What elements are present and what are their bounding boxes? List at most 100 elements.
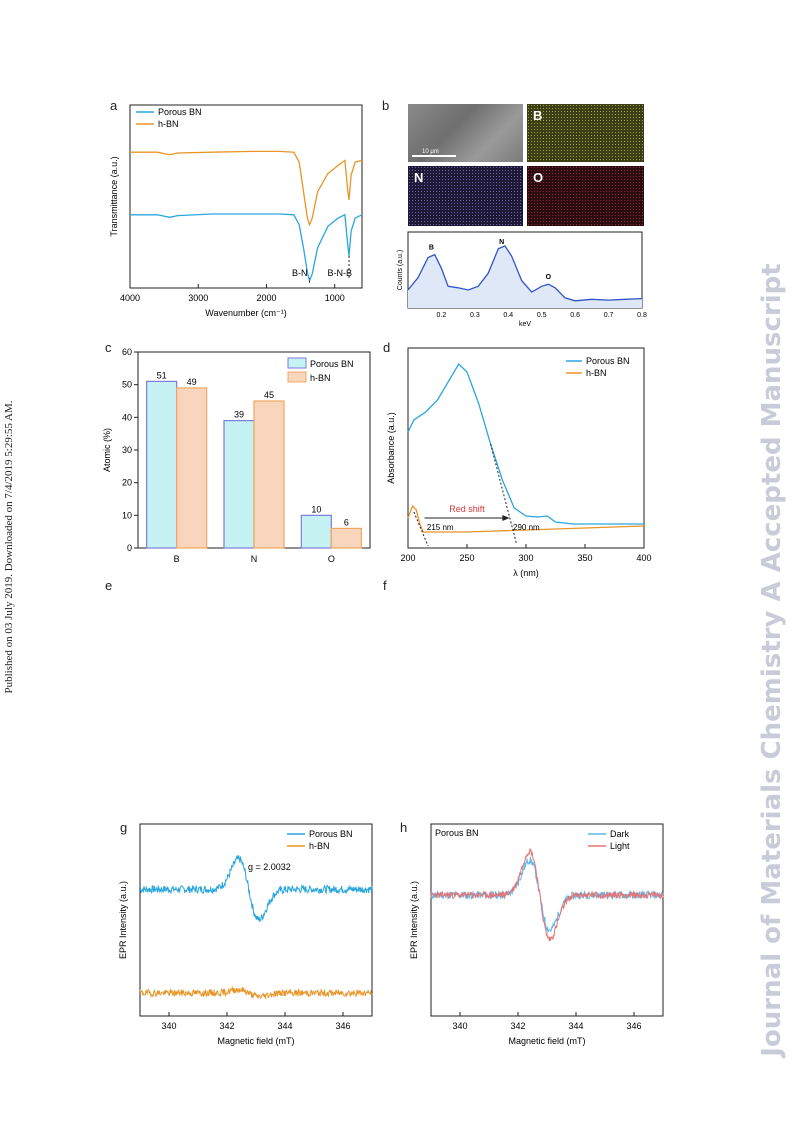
x-tick-label: 300: [518, 553, 533, 563]
atomic-bar-chart: 0 10 20 30 40 50 60 Atomic (%) B 51 49 N 39 45 O 10 6 Por…: [102, 347, 371, 564]
epr-chart-h: 340 342 344 346 Magnetic field (mT) EPR Inten…: [409, 823, 664, 1046]
tangent-porous: [490, 443, 518, 545]
sem-image: 10 μm: [408, 104, 523, 162]
data-label: 10: [311, 504, 321, 514]
legend-label: Dark: [610, 829, 630, 839]
y-tick-label: 40: [122, 412, 132, 422]
panel-letter-f: f: [383, 578, 387, 593]
map-oxygen: O: [527, 166, 644, 226]
legend-label: Porous BN: [309, 829, 353, 839]
arrow-head: [502, 515, 510, 521]
panel-letter-b: b: [382, 98, 390, 113]
data-label: 45: [264, 390, 274, 400]
y-axis-label: Transmittance (a.u.): [109, 156, 119, 236]
series-line-porous: [407, 362, 644, 525]
panel-letter-g: g: [120, 820, 128, 835]
publication-note: Published on 03 July 2019. Downloaded on…: [3, 400, 15, 694]
y-tick-label: 50: [122, 380, 132, 390]
peak-label: O: [546, 274, 552, 281]
legend-swatch: [287, 371, 307, 383]
series-line-porous: [130, 213, 363, 283]
y-tick-label: 20: [122, 478, 132, 488]
y-tick-label: 60: [122, 347, 132, 357]
x-tick-label: 1000: [325, 293, 345, 303]
series-line-0: [430, 856, 664, 934]
panel-letter-d: d: [383, 340, 391, 355]
legend-label: Porous BN: [586, 356, 630, 366]
panel-letter-a: a: [110, 98, 118, 113]
legend-swatch: [287, 357, 307, 369]
x-tick-label: 340: [452, 1021, 467, 1031]
x-tick-label: N: [251, 554, 258, 564]
data-label: 49: [187, 377, 197, 387]
y-axis-label: Atomic (%): [102, 428, 112, 472]
panel-letter-e: e: [105, 578, 113, 593]
x-tick-label: 4000: [120, 293, 140, 303]
series-line-1: [430, 848, 664, 942]
red-shift-label: Red shift: [449, 504, 485, 514]
spectrum-line: [407, 245, 643, 302]
x-tick-label: 0.7: [604, 312, 614, 319]
legend-label: h-BN: [310, 373, 331, 383]
x-tick-label: 2000: [256, 293, 276, 303]
x-tick-label: 0.6: [570, 312, 580, 319]
peak-label: B: [429, 245, 434, 252]
x-tick-label: 344: [277, 1021, 292, 1031]
panel-letter-h: h: [400, 820, 408, 835]
x-tick-label: 200: [400, 553, 415, 563]
panel-subtitle: Porous BN: [435, 828, 479, 838]
bar: [146, 380, 178, 549]
x-tick-label: 346: [626, 1021, 641, 1031]
x-axis-label: Magnetic field (mT): [217, 1036, 294, 1046]
series-line-hbn: [130, 150, 363, 227]
plot-frame: [139, 823, 373, 1017]
x-tick-label: 0.3: [470, 312, 480, 319]
legend-label: h-BN: [158, 119, 179, 129]
annotation: B-N-B: [328, 268, 353, 278]
legend-label: Porous BN: [158, 107, 202, 117]
map-boron: B: [527, 104, 644, 162]
eds-maps: 10 μm B N O: [408, 104, 644, 226]
x-axis-label: Wavenumber (cm⁻¹): [205, 308, 286, 318]
map-nitrogen: N: [408, 166, 523, 226]
x-tick-label: 342: [510, 1021, 525, 1031]
y-tick-label: 0: [127, 543, 132, 553]
x-tick-label: 250: [459, 553, 474, 563]
x-axis-label: keV: [519, 321, 531, 326]
y-axis-label: EPR Intensity (a.u.): [118, 881, 128, 959]
y-axis-label: Counts (a.u.): [397, 250, 404, 290]
bar: [300, 514, 332, 549]
legend-label: Light: [610, 841, 630, 851]
uvvis-chart: 200 250 300 350 400 λ (nm) Absorbance (a.u.) Po…: [386, 347, 652, 578]
scale-bar-label: 10 μm: [422, 149, 439, 155]
x-tick-label: 342: [219, 1021, 234, 1031]
x-tick-label: 344: [568, 1021, 583, 1031]
epr-chart-g: 340 342 344 346 Magnetic field (mT) EPR Inten…: [118, 823, 373, 1046]
plot-frame: [430, 823, 664, 1017]
bar: [176, 387, 208, 549]
legend-label: Porous BN: [310, 359, 354, 369]
y-tick-label: 10: [122, 510, 132, 520]
data-label: 51: [157, 370, 167, 380]
data-label: 6: [344, 517, 349, 527]
x-tick-label: 350: [577, 553, 592, 563]
x-tick-label: 0.2: [437, 312, 447, 319]
x-tick-label: 0.8: [637, 312, 647, 319]
annotation: 290 nm: [513, 523, 540, 532]
annotation: B-N: [292, 268, 308, 278]
x-tick-label: 0.5: [537, 312, 547, 319]
y-axis-label: EPR Intensity (a.u.): [409, 881, 419, 959]
eds-spectrum: 0.2 0.3 0.4 0.5 0.6 0.7 0.8 keV Counts (a.u.) B N O: [397, 231, 647, 326]
legend-label: h-BN: [309, 841, 330, 851]
g-factor-annotation: g = 2.0032: [248, 862, 291, 872]
series-line-0: [139, 854, 373, 922]
y-tick-label: 30: [122, 445, 132, 455]
x-axis-label: Magnetic field (mT): [508, 1036, 585, 1046]
x-tick-label: 3000: [188, 293, 208, 303]
x-tick-label: 0.4: [503, 312, 513, 319]
x-tick-label: O: [328, 554, 335, 564]
x-tick-label: B: [174, 554, 180, 564]
y-axis-label: Absorbance (a.u.): [386, 412, 396, 484]
x-tick-label: 346: [335, 1021, 350, 1031]
bar: [330, 527, 362, 549]
